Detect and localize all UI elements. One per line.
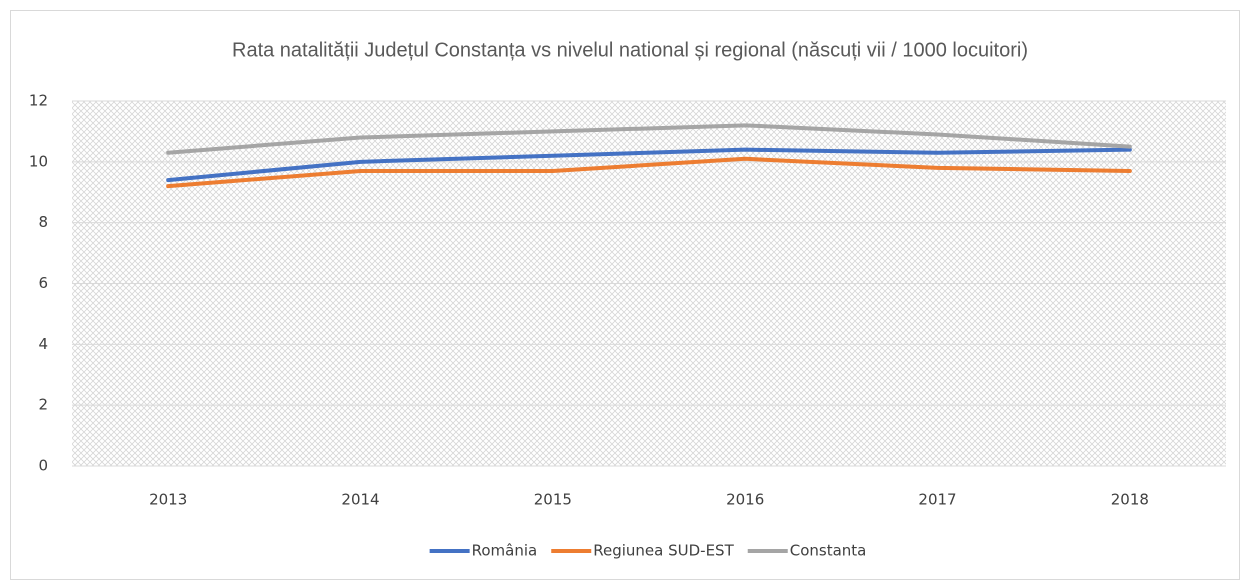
y-tick-label: 4 xyxy=(38,335,48,353)
x-tick-label: 2015 xyxy=(534,491,572,509)
y-tick-label: 12 xyxy=(29,92,48,110)
line-series xyxy=(166,123,1132,155)
y-tick-label: 10 xyxy=(29,152,48,170)
x-tick-label: 2016 xyxy=(726,491,764,509)
x-tick-label: 2013 xyxy=(149,491,187,509)
line-series xyxy=(166,156,1132,189)
legend-label: România xyxy=(472,542,538,560)
y-tick-label: 8 xyxy=(38,213,48,231)
legend-label: Regiunea SUD-EST xyxy=(593,542,734,560)
x-tick-label: 2014 xyxy=(341,491,379,509)
y-tick-label: 0 xyxy=(38,457,48,475)
x-tick-label: 2017 xyxy=(918,491,956,509)
x-tick-label: 2018 xyxy=(1111,491,1149,509)
y-tick-label: 6 xyxy=(38,274,48,292)
y-tick-label: 2 xyxy=(38,396,48,414)
chart-title: Rata natalității Județul Constanța vs ni… xyxy=(232,39,1028,61)
line-series xyxy=(166,147,1132,183)
legend-label: Constanta xyxy=(790,542,867,560)
